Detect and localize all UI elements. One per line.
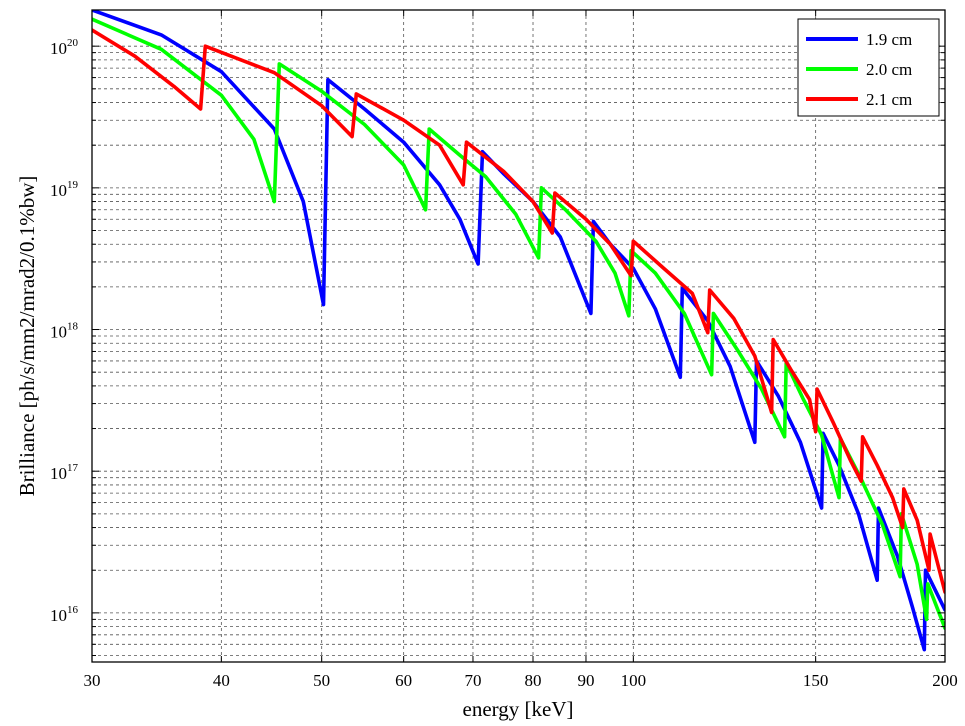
x-tick-label: 30 bbox=[84, 671, 101, 690]
x-tick-label: 200 bbox=[932, 671, 958, 690]
y-tick-label: 1020 bbox=[50, 37, 79, 58]
axis-ticks bbox=[91, 10, 946, 662]
x-tick-label: 80 bbox=[525, 671, 542, 690]
x-tick-label: 150 bbox=[803, 671, 829, 690]
x-tick-label: 60 bbox=[395, 671, 412, 690]
y-axis-label: Brilliance [ph/s/mm2/mrad2/0.1%bw] bbox=[15, 176, 39, 497]
y-tick-label: 1017 bbox=[50, 462, 79, 483]
y-tick-labels: 1016 1017 1018 1019 1020 bbox=[50, 37, 79, 625]
series-line-2-1-cm bbox=[92, 28, 945, 595]
x-tick-label: 40 bbox=[213, 671, 230, 690]
grid-lines bbox=[92, 10, 945, 662]
series-lines bbox=[92, 10, 945, 652]
legend-label-2-0cm: 2.0 cm bbox=[866, 60, 912, 79]
legend: 1.9 cm 2.0 cm 2.1 cm bbox=[797, 18, 940, 117]
legend-label-1-9cm: 1.9 cm bbox=[866, 30, 912, 49]
x-tick-labels: 30 40 50 60 70 80 90 100 150 200 bbox=[84, 671, 958, 690]
x-axis-label: energy [keV] bbox=[463, 697, 574, 721]
x-tick-label: 100 bbox=[621, 671, 647, 690]
x-tick-label: 70 bbox=[464, 671, 481, 690]
y-tick-label: 1016 bbox=[50, 604, 79, 625]
legend-label-2-1cm: 2.1 cm bbox=[866, 90, 912, 109]
x-tick-label: 90 bbox=[577, 671, 594, 690]
series-line-1-9-cm bbox=[92, 10, 945, 652]
x-tick-label: 50 bbox=[313, 671, 330, 690]
y-tick-label: 1019 bbox=[50, 179, 79, 200]
y-tick-label: 1018 bbox=[50, 321, 79, 342]
